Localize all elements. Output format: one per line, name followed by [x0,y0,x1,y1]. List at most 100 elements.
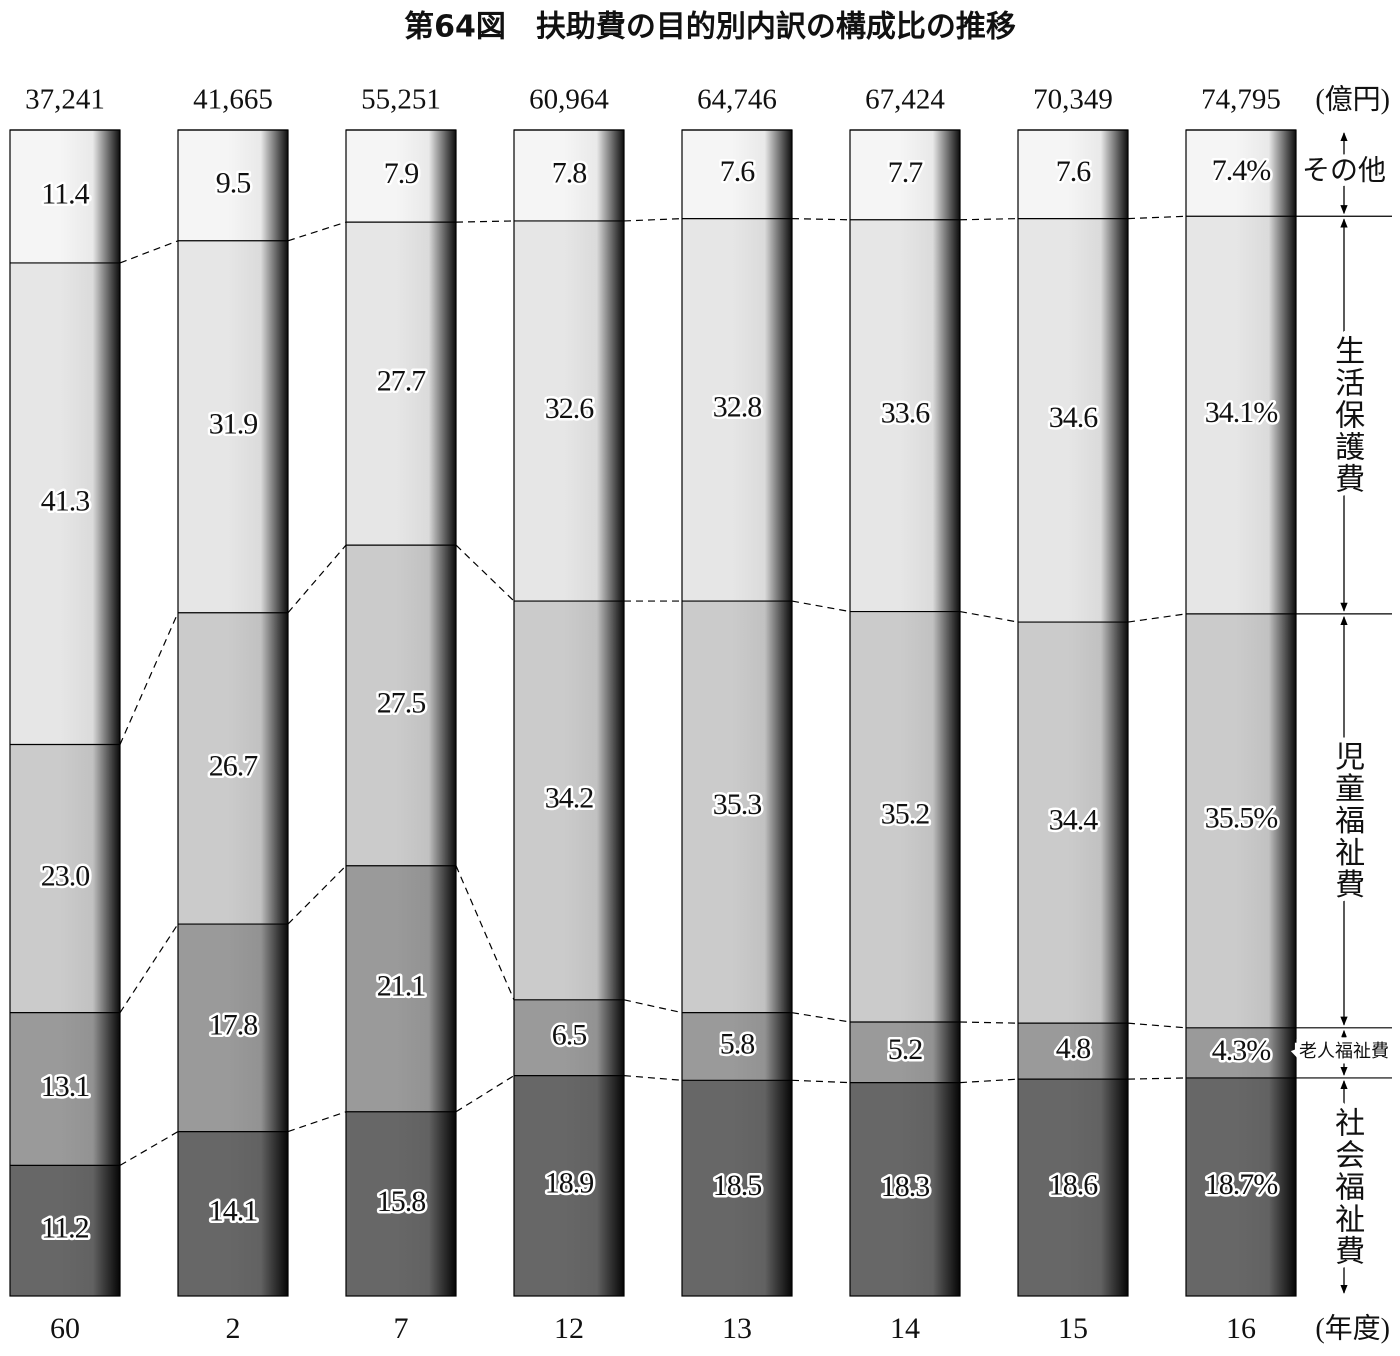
total-label: 60,964 [529,84,609,116]
value-label: 13.1 [41,1070,90,1103]
connector [455,1075,515,1113]
value-label: 34.2 [545,781,594,814]
bar-outline [345,129,457,1297]
value-label: 18.9 [545,1167,594,1200]
total-label: 41,665 [193,84,273,116]
value-label: 6.5 [552,1019,587,1052]
connector [287,221,347,242]
total-label: 55,251 [361,84,441,116]
bar-shade [731,130,792,1296]
x-tick-label: 2 [226,1312,241,1345]
legend-label: 生活保護費 [1330,335,1365,495]
value-label: 17.8 [209,1009,258,1042]
value-label: 18.7% [1205,1168,1278,1201]
total-label: 74,795 [1201,84,1281,116]
value-label: 9.5 [216,166,251,199]
total-label: 37,241 [25,84,105,116]
value-label: 27.7 [377,364,427,397]
connector [455,220,515,223]
total-label: 64,746 [697,84,777,116]
connector [1127,1022,1187,1029]
x-tick-label: 14 [890,1312,920,1345]
value-label: 7.6 [720,155,756,188]
bar-shade [395,130,456,1296]
value-label: 7.9 [384,157,419,190]
value-label: 32.8 [713,391,762,424]
connector [959,1021,1019,1024]
total-label: 67,424 [865,84,945,116]
bar-outline [681,129,793,1297]
legend-label: 児童福祉費 [1330,741,1365,901]
value-label: 11.4 [41,177,89,210]
bar-shade [1067,130,1128,1296]
value-label: 4.3% [1212,1034,1271,1067]
value-label: 26.7 [209,749,259,782]
connector [1127,215,1187,220]
value-label: 7.8 [552,156,587,189]
bar-outline [1017,129,1129,1297]
connector [959,1078,1019,1084]
total-label: 70,349 [1033,84,1113,116]
value-label: 11.2 [41,1212,88,1245]
value-label: 4.8 [1056,1032,1091,1065]
value-label: 7.7 [888,156,924,189]
x-tick-label: 16 [1226,1312,1256,1345]
x-tick-label: 60 [50,1312,80,1345]
connector [623,1075,683,1081]
connector [791,218,851,221]
connector [791,600,851,613]
connector [287,1111,347,1133]
value-label: 7.6 [1056,155,1092,188]
value-label: 27.5 [377,686,426,719]
bar-shade [899,130,960,1296]
value-label: 35.3 [713,788,762,821]
value-label: 14.1 [209,1195,258,1228]
connector [1127,1077,1187,1080]
connector [455,544,515,602]
bar-outline [513,129,625,1297]
x-tick-label: 13 [722,1312,752,1345]
bar-shade [563,130,624,1296]
value-label: 23.0 [41,859,90,892]
bar-shade [227,130,288,1296]
value-label: 21.1 [377,970,426,1003]
connector [1127,613,1187,623]
bar-outline [9,129,121,1297]
x-tick-label: 7 [394,1312,409,1345]
bar-outline [1185,129,1297,1297]
bar-outline [177,129,289,1297]
value-label: 33.6 [881,397,931,430]
value-label: 5.8 [720,1027,755,1060]
total-unit: (億円) [1315,83,1390,115]
value-label: 32.6 [545,392,595,425]
connector [119,612,179,745]
value-label: 18.5 [713,1169,762,1202]
connector [791,1079,851,1084]
connector [455,865,515,1001]
value-label: 34.6 [1049,401,1099,434]
value-label: 34.1% [1205,396,1278,429]
connector [791,1012,851,1023]
value-label: 7.4% [1212,154,1271,187]
connector [119,240,179,264]
x-unit: (年度) [1315,1312,1390,1344]
connector [623,999,683,1014]
value-label: 41.3 [41,485,90,518]
value-label: 18.6 [1049,1168,1099,1201]
bar-outline [849,129,961,1297]
value-label: 34.4 [1049,803,1099,836]
connector [623,218,683,222]
connector [287,544,347,614]
connector [119,923,179,1013]
chart-title: 第64図 扶助費の目的別内訳の構成比の推移 [404,10,1016,45]
value-label: 18.3 [881,1170,930,1203]
bar-shade [59,130,120,1296]
value-label: 35.5% [1205,802,1278,835]
connector [287,865,347,925]
value-label: 15.8 [377,1185,426,1218]
connector [119,1131,179,1166]
legend-label: 社会福祉費 [1330,1107,1365,1267]
legend-label: その他 [1302,155,1386,187]
bar-shade [1235,130,1296,1296]
